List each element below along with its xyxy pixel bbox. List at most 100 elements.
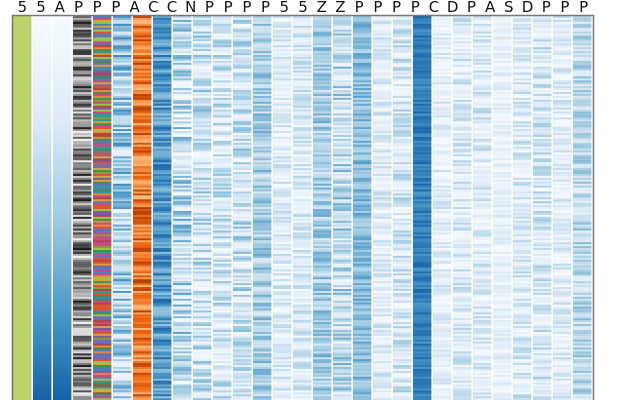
- heatmap-cell: [133, 328, 152, 331]
- heatmap-cell: [53, 56, 72, 60]
- heatmap-cell: [333, 64, 352, 67]
- heatmap-cell: [433, 316, 452, 319]
- heatmap-cell: [473, 177, 492, 181]
- column-header-label: D: [447, 0, 459, 16]
- heatmap-cell: [273, 140, 292, 144]
- heatmap-cell: [333, 370, 352, 374]
- heatmap-cell: [133, 193, 152, 196]
- heatmap-cell: [93, 109, 112, 112]
- heatmap-cell: [333, 125, 352, 128]
- heatmap-cell: [413, 23, 432, 27]
- heatmap-cell: [253, 306, 272, 309]
- heatmap-cell: [133, 296, 152, 300]
- heatmap-cell: [33, 16, 52, 19]
- heatmap-cell: [133, 53, 152, 56]
- heatmap-cell: [53, 331, 72, 335]
- heatmap-cell: [293, 296, 312, 300]
- heatmap-cell: [453, 27, 472, 30]
- heatmap-cell: [133, 55, 152, 58]
- heatmap-cell: [93, 84, 112, 87]
- heatmap-cell: [273, 179, 292, 183]
- heatmap-cell: [353, 72, 372, 75]
- heatmap-cell: [153, 296, 172, 300]
- heatmap-cell: [473, 31, 492, 34]
- heatmap-column-c23: [453, 16, 472, 400]
- heatmap-cell: [473, 279, 492, 282]
- heatmap-cell: [473, 68, 492, 71]
- heatmap-cell: [53, 197, 72, 200]
- heatmap-cell: [373, 287, 392, 290]
- heatmap-cell: [33, 92, 52, 95]
- heatmap-cell: [353, 177, 372, 181]
- heatmap-cell: [273, 353, 292, 356]
- heatmap-cell: [53, 308, 72, 311]
- heatmap-cell: [33, 361, 52, 364]
- heatmap-cell: [393, 56, 412, 60]
- heatmap-cell: [253, 144, 272, 147]
- heatmap-cell: [53, 351, 72, 354]
- heatmap-cell: [113, 396, 132, 399]
- heatmap-cell: [93, 347, 112, 350]
- heatmap-cell: [273, 211, 292, 214]
- heatmap-cell: [133, 374, 152, 378]
- heatmap-cell: [173, 131, 192, 134]
- heatmap-cell: [473, 160, 492, 163]
- heatmap-cell: [293, 189, 312, 192]
- heatmap-cell: [293, 275, 312, 278]
- heatmap-cell: [173, 285, 192, 288]
- heatmap-cell: [13, 331, 32, 335]
- heatmap-cell: [273, 183, 292, 186]
- heatmap-cell: [53, 183, 72, 186]
- heatmap-cell: [253, 320, 272, 323]
- heatmap-cell: [53, 257, 72, 261]
- heatmap-cell: [213, 68, 232, 71]
- heatmap-cell: [233, 359, 252, 362]
- heatmap-cell: [253, 201, 272, 204]
- heatmap-cell: [433, 211, 452, 214]
- heatmap-cell: [133, 392, 152, 395]
- heatmap-cell: [353, 45, 372, 48]
- heatmap-cell: [193, 150, 212, 153]
- heatmap-cell: [433, 201, 452, 204]
- heatmap-cell: [273, 306, 292, 309]
- heatmap-cell: [13, 55, 32, 58]
- heatmap-cell: [393, 103, 412, 106]
- heatmap-cell: [393, 16, 412, 19]
- heatmap-cell: [213, 253, 232, 257]
- heatmap-cell: [333, 105, 352, 108]
- heatmap-cell: [353, 328, 372, 331]
- heatmap-cell: [273, 166, 292, 169]
- heatmap-cell: [13, 261, 32, 264]
- heatmap-cell: [93, 392, 112, 395]
- heatmap-cell: [13, 43, 32, 46]
- heatmap-cell: [373, 322, 392, 325]
- heatmap-cell: [133, 43, 152, 46]
- heatmap-cell: [153, 261, 172, 264]
- heatmap-cell: [113, 49, 132, 52]
- heatmap-cell: [93, 197, 112, 200]
- heatmap-cell: [413, 298, 432, 301]
- heatmap-cell: [93, 357, 112, 360]
- heatmap-cell: [433, 314, 452, 317]
- heatmap-cell: [253, 289, 272, 292]
- heatmap-cell: [173, 388, 192, 391]
- heatmap-cell: [153, 357, 172, 360]
- heatmap-cell: [213, 154, 232, 157]
- heatmap-cell: [233, 152, 252, 155]
- heatmap-cell: [393, 33, 412, 36]
- heatmap-cell: [13, 372, 32, 376]
- heatmap-cell: [433, 94, 452, 97]
- heatmap-cell: [53, 329, 72, 333]
- heatmap-cell: [473, 300, 492, 303]
- heatmap-cell: [373, 398, 392, 400]
- heatmap-cell: [333, 253, 352, 257]
- heatmap-cell: [153, 228, 172, 231]
- heatmap-cell: [253, 185, 272, 188]
- heatmap-cell: [353, 240, 372, 243]
- heatmap-cell: [313, 310, 332, 313]
- heatmap-cell: [153, 306, 172, 309]
- heatmap-cell: [253, 16, 272, 19]
- heatmap-cell: [393, 279, 412, 282]
- heatmap-cell: [393, 372, 412, 376]
- heatmap-cell: [213, 255, 232, 259]
